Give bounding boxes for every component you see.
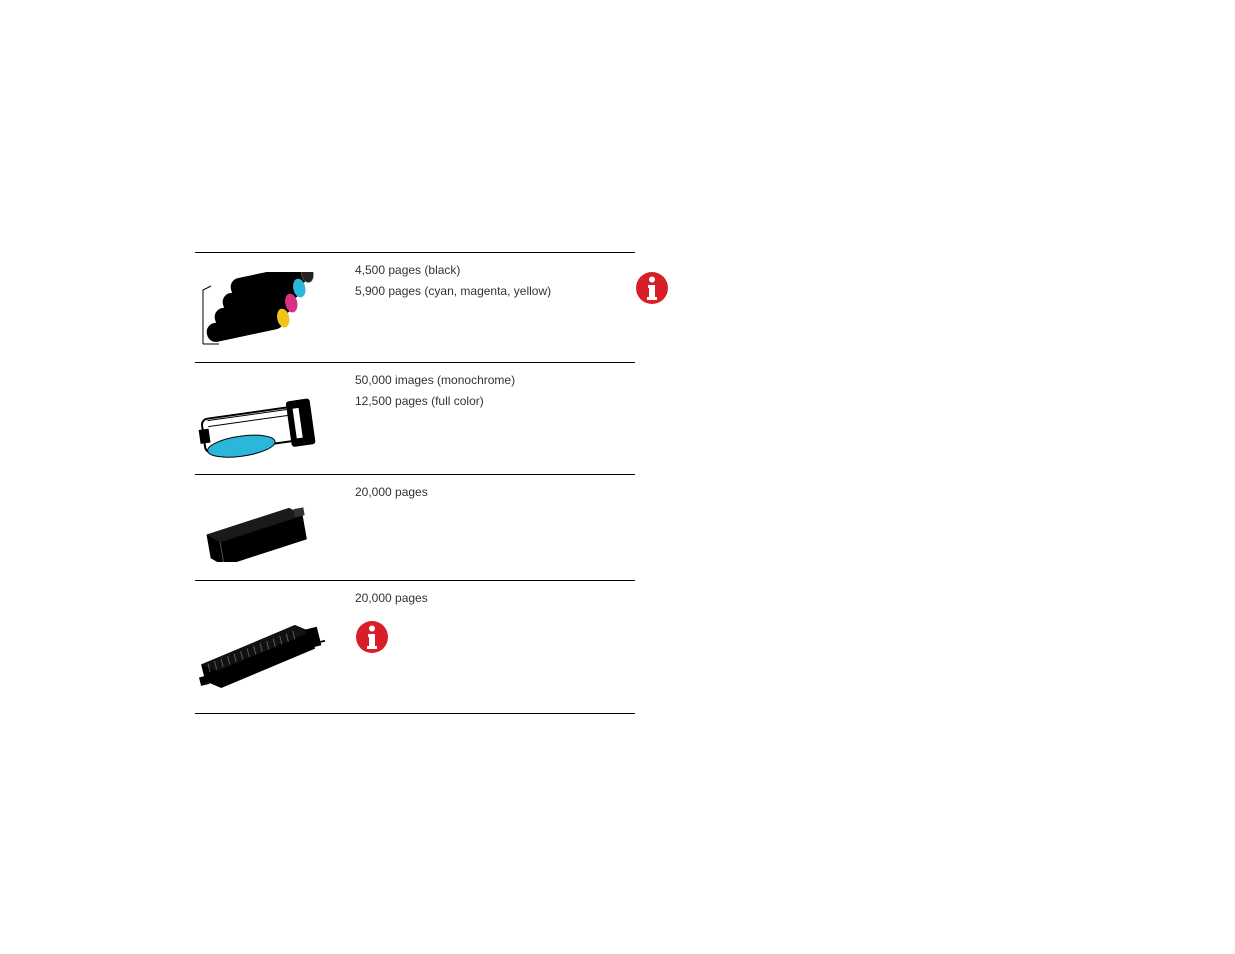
waste-yield-text: 20,000 pages: [355, 483, 635, 580]
consumables-table: 4,500 pages (black) 5,900 pages (cyan, m…: [195, 252, 635, 714]
transfer-belt-illustration: [195, 589, 355, 713]
table-row: 20,000 pages: [195, 580, 635, 714]
table-row: 20,000 pages: [195, 474, 635, 580]
toner-cartridges-illustration: [195, 261, 355, 362]
drum-unit-illustration: [195, 371, 355, 474]
belt-yield-text: 20,000 pages: [355, 589, 635, 713]
toner-yield-text: 4,500 pages (black) 5,900 pages (cyan, m…: [355, 261, 635, 362]
text-line: 12,500 pages (full color): [355, 392, 635, 411]
text-line: 20,000 pages: [355, 589, 635, 608]
table-row: 4,500 pages (black) 5,900 pages (cyan, m…: [195, 252, 635, 362]
info-icon: [635, 271, 669, 305]
drum-yield-text: 50,000 images (monochrome) 12,500 pages …: [355, 371, 635, 474]
waste-bottle-illustration: [195, 483, 355, 580]
info-icon: [355, 620, 635, 654]
text-line: 4,500 pages (black): [355, 261, 635, 280]
transfer-belt-icon: [195, 612, 325, 690]
table-row: 50,000 images (monochrome) 12,500 pages …: [195, 362, 635, 474]
drum-icon: [195, 383, 325, 463]
toner-icon: [195, 272, 325, 352]
text-line: 5,900 pages (cyan, magenta, yellow): [355, 282, 635, 301]
waste-bottle-icon: [195, 502, 325, 562]
text-line: 20,000 pages: [355, 483, 635, 502]
text-line: 50,000 images (monochrome): [355, 371, 635, 390]
